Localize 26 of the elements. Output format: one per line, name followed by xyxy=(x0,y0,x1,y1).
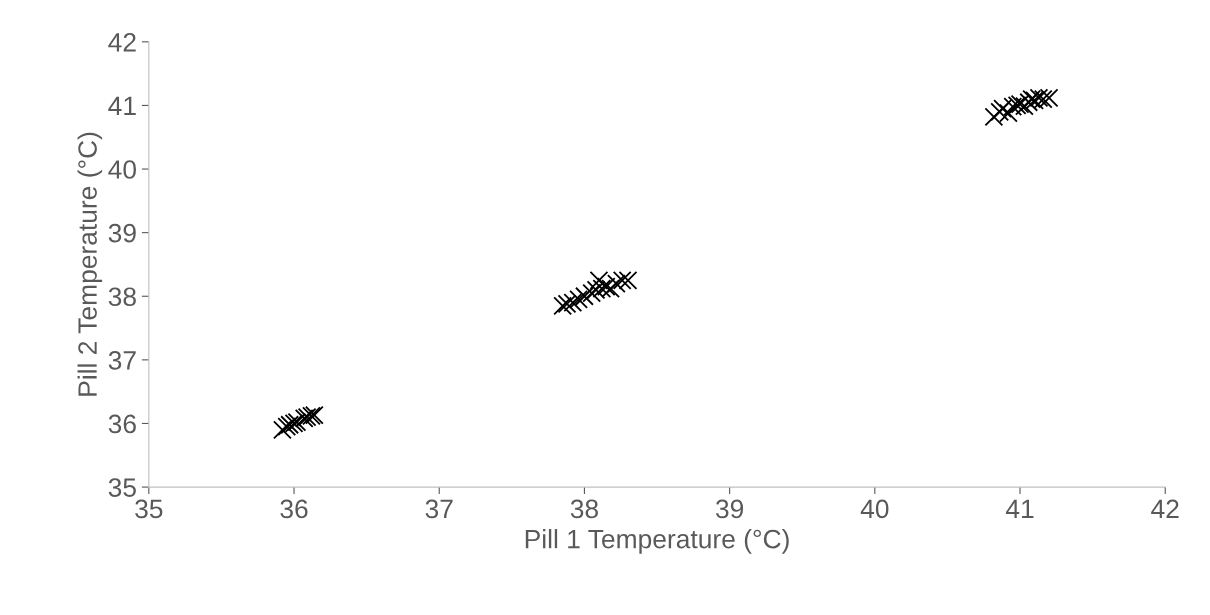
y-tick-label: 38 xyxy=(108,287,136,307)
y-tick-label: 36 xyxy=(108,414,136,434)
x-tick-label: 40 xyxy=(860,499,889,519)
point xyxy=(999,103,1018,123)
x-tick-label: 36 xyxy=(280,499,308,519)
x-tick-label: 38 xyxy=(570,499,598,519)
y-tick-label: 39 xyxy=(108,223,136,243)
point xyxy=(569,290,589,309)
x-tick-label: 39 xyxy=(715,499,744,519)
point xyxy=(612,270,632,290)
x-tick-label: 41 xyxy=(1005,499,1034,519)
point xyxy=(618,270,638,290)
x-tick-label: 42 xyxy=(1151,499,1179,519)
y-tick-label: 37 xyxy=(108,351,136,370)
y-tick-label: 41 xyxy=(108,96,136,115)
point xyxy=(984,107,1004,127)
point xyxy=(273,420,292,440)
y-tick-label: 35 xyxy=(108,478,136,497)
x-tick-label: 35 xyxy=(135,499,163,519)
x-axis-title: Pill 1 Temperature (°C) xyxy=(525,529,789,554)
point xyxy=(563,293,583,313)
x-tick-label: 37 xyxy=(425,499,453,519)
y-tick-label: 42 xyxy=(108,32,136,52)
y-tick-label: 40 xyxy=(108,160,136,179)
y-axis-title: Pill 2 Temperature (°C) xyxy=(77,132,103,396)
point xyxy=(575,286,594,306)
